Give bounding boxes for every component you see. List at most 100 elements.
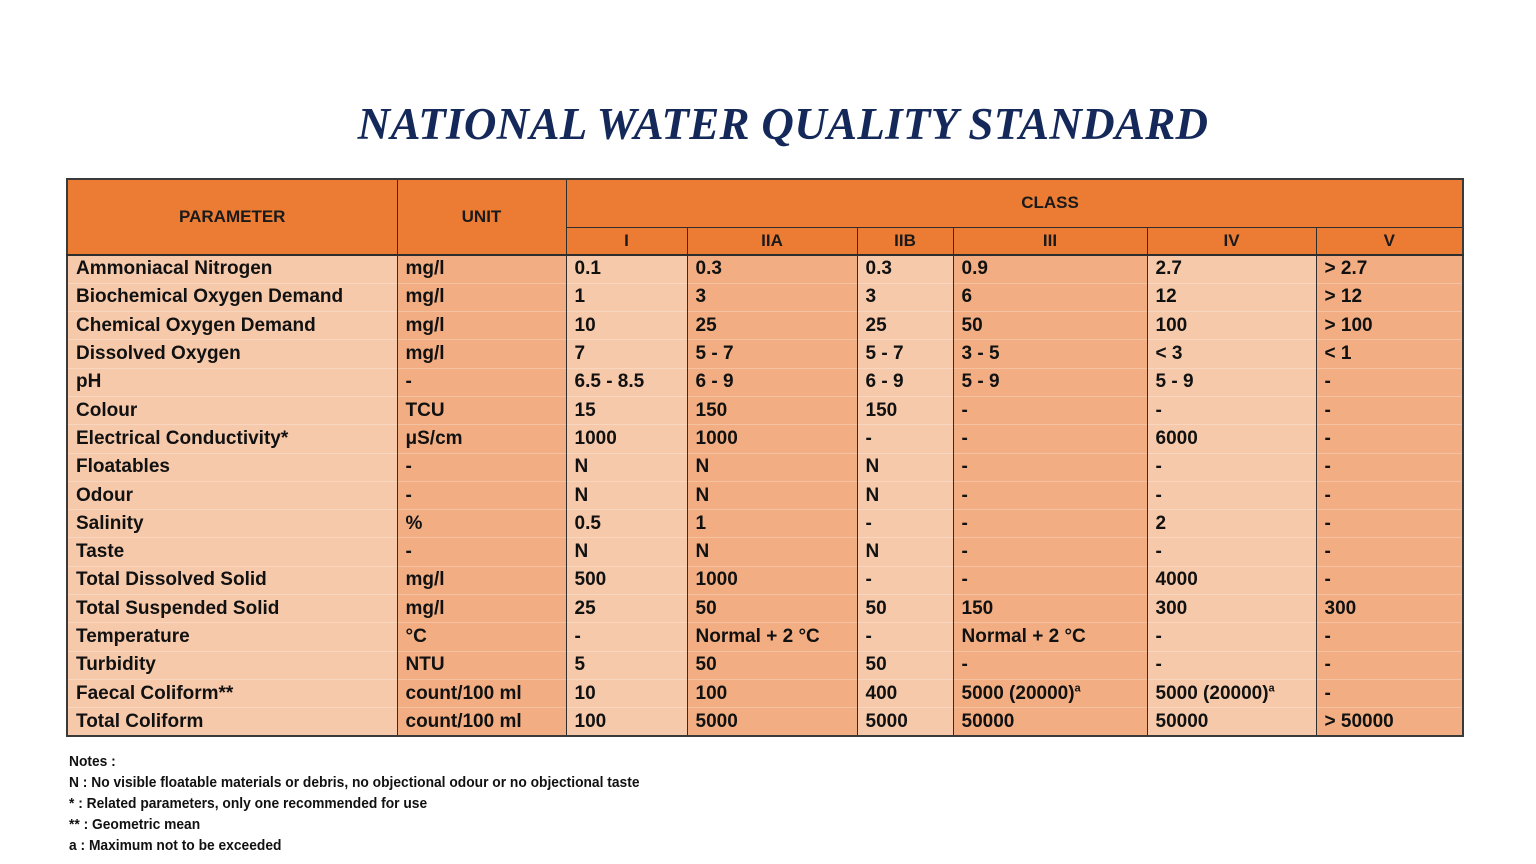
cell-parameter: Biochemical Oxygen Demand bbox=[66, 282, 398, 312]
cell-unit: mg/l bbox=[396, 339, 567, 369]
cell-value: 1000 bbox=[574, 427, 617, 449]
cell-value: - bbox=[1155, 399, 1162, 421]
header-unit: UNIT bbox=[396, 179, 567, 256]
page-title: NATIONAL WATER QUALITY STANDARD bbox=[357, 99, 1209, 149]
cell-class-iib: 50 bbox=[856, 650, 954, 680]
cell-class-iv: 2 bbox=[1146, 509, 1317, 538]
cell-class-i: 10 bbox=[565, 311, 688, 340]
cell-class-v: - bbox=[1315, 367, 1464, 397]
cell-parameter: Floatables bbox=[66, 452, 398, 482]
cell-value: 6 - 9 bbox=[865, 371, 904, 393]
cell-class-iia: 50 bbox=[686, 594, 858, 623]
cell-parameter: Chemical Oxygen Demand bbox=[66, 311, 398, 340]
cell-value: - bbox=[1324, 456, 1331, 478]
cell-unit: count/100 ml bbox=[396, 707, 567, 737]
cell-unit: NTU bbox=[396, 650, 567, 680]
cell-class-iii: - bbox=[952, 509, 1148, 538]
cell-parameter: Colour bbox=[66, 395, 398, 425]
cell-class-i: - bbox=[565, 622, 688, 652]
cell-class-v: > 2.7 bbox=[1315, 254, 1464, 284]
cell-value: 0.5 bbox=[574, 512, 601, 534]
cell-class-iv: 5000 (20000)a bbox=[1146, 678, 1317, 708]
cell-class-iii: - bbox=[952, 537, 1148, 567]
cell-value: 7 bbox=[574, 343, 586, 365]
cell-value: > 50000 bbox=[1324, 710, 1394, 732]
cell-value: 50 bbox=[695, 654, 717, 676]
cell-class-v: - bbox=[1315, 424, 1464, 454]
cell-class-iv: 50000 bbox=[1146, 707, 1317, 737]
cell-class-iib: - bbox=[856, 424, 954, 454]
cell-class-v: - bbox=[1315, 452, 1464, 482]
cell-value: 6.5 - 8.5 bbox=[574, 371, 645, 393]
cell-value: - bbox=[1324, 541, 1331, 563]
cell-class-v: > 50000 bbox=[1315, 707, 1464, 737]
header-class-iv: IV bbox=[1146, 227, 1317, 256]
cell-class-iii: 0.9 bbox=[952, 254, 1148, 284]
cell-value: - bbox=[961, 427, 968, 449]
cell-class-iii: 3 - 5 bbox=[952, 339, 1148, 369]
cell-class-iia: 100 bbox=[686, 678, 858, 708]
cell-parameter: Ammoniacal Nitrogen bbox=[66, 254, 398, 284]
cell-class-iv: 300 bbox=[1146, 594, 1317, 623]
cell-class-i: N bbox=[565, 537, 688, 567]
cell-class-iib: 50 bbox=[856, 594, 954, 623]
cell-class-i: 7 bbox=[565, 339, 688, 369]
cell-class-iii: 5 - 9 bbox=[952, 367, 1148, 397]
cell-value: 100 bbox=[1155, 314, 1188, 336]
cell-parameter: Total Coliform bbox=[66, 707, 398, 737]
cell-class-iia: 150 bbox=[686, 395, 858, 425]
table-row: Colour TCU 15 150 150 - - - bbox=[66, 395, 1464, 425]
cell-value: - bbox=[1324, 682, 1331, 704]
cell-class-iii: 50 bbox=[952, 311, 1148, 340]
cell-class-iia: 25 bbox=[686, 311, 858, 340]
cell-value: 3 bbox=[865, 286, 877, 308]
header-class-iia: IIA bbox=[686, 227, 858, 256]
cell-value: - bbox=[865, 427, 872, 449]
cell-value: - bbox=[865, 512, 872, 534]
cell-value: 10 bbox=[574, 682, 596, 704]
cell-value: - bbox=[961, 512, 968, 534]
cell-value: 6 - 9 bbox=[695, 371, 734, 393]
header-class-iib: IIB bbox=[856, 227, 954, 256]
cell-class-iii: 150 bbox=[952, 594, 1148, 623]
cell-class-iia: 5000 bbox=[686, 707, 858, 737]
cell-value: - bbox=[1324, 371, 1331, 393]
cell-value: - bbox=[961, 484, 968, 506]
cell-class-iib: 5 - 7 bbox=[856, 339, 954, 369]
cell-value: 150 bbox=[961, 597, 994, 619]
cell-value: - bbox=[1324, 484, 1331, 506]
cell-value: N bbox=[695, 484, 710, 506]
cell-value: - bbox=[961, 456, 968, 478]
cell-value: - bbox=[961, 541, 968, 563]
cell-value: 25 bbox=[574, 597, 596, 619]
cell-value: 0.1 bbox=[574, 258, 601, 280]
cell-value: > 2.7 bbox=[1324, 258, 1368, 280]
cell-class-iv: - bbox=[1146, 537, 1317, 567]
cell-class-iib: 6 - 9 bbox=[856, 367, 954, 397]
cell-value: - bbox=[1324, 512, 1331, 534]
cell-value: - bbox=[865, 626, 872, 647]
cell-class-iii: 6 bbox=[952, 282, 1148, 312]
cell-parameter: Total Dissolved Solid bbox=[66, 565, 398, 595]
cell-parameter: Electrical Conductivity* bbox=[66, 424, 398, 454]
cell-parameter: Odour bbox=[66, 480, 398, 510]
cell-value: 100 bbox=[695, 682, 728, 704]
cell-class-i: 6.5 - 8.5 bbox=[565, 367, 688, 397]
cell-value: 2 bbox=[1155, 512, 1167, 534]
cell-class-iia: Normal + 2 °C bbox=[686, 622, 858, 652]
table-row: Total Coliform count/100 ml 100 5000 5000 500… bbox=[66, 707, 1464, 737]
note-double-asterisk: ** : Geometric mean bbox=[69, 816, 201, 833]
cell-value: 4000 bbox=[1155, 569, 1198, 591]
table-row: Turbidity NTU 5 50 50 - - - bbox=[66, 650, 1464, 680]
cell-parameter: Salinity bbox=[66, 509, 398, 538]
cell-value: - bbox=[1155, 484, 1162, 506]
cell-parameter: Turbidity bbox=[66, 650, 398, 680]
cell-value: - bbox=[1324, 626, 1331, 647]
cell-value: - bbox=[1324, 399, 1331, 421]
cell-class-i: 10 bbox=[565, 678, 688, 708]
cell-parameter: pH bbox=[66, 367, 398, 397]
cell-class-v: - bbox=[1315, 678, 1464, 708]
cell-value: - bbox=[961, 569, 968, 591]
cell-value: 6 bbox=[961, 286, 973, 308]
table-row: Chemical Oxygen Demand mg/l 10 25 25 50 100 > 1… bbox=[66, 311, 1464, 340]
